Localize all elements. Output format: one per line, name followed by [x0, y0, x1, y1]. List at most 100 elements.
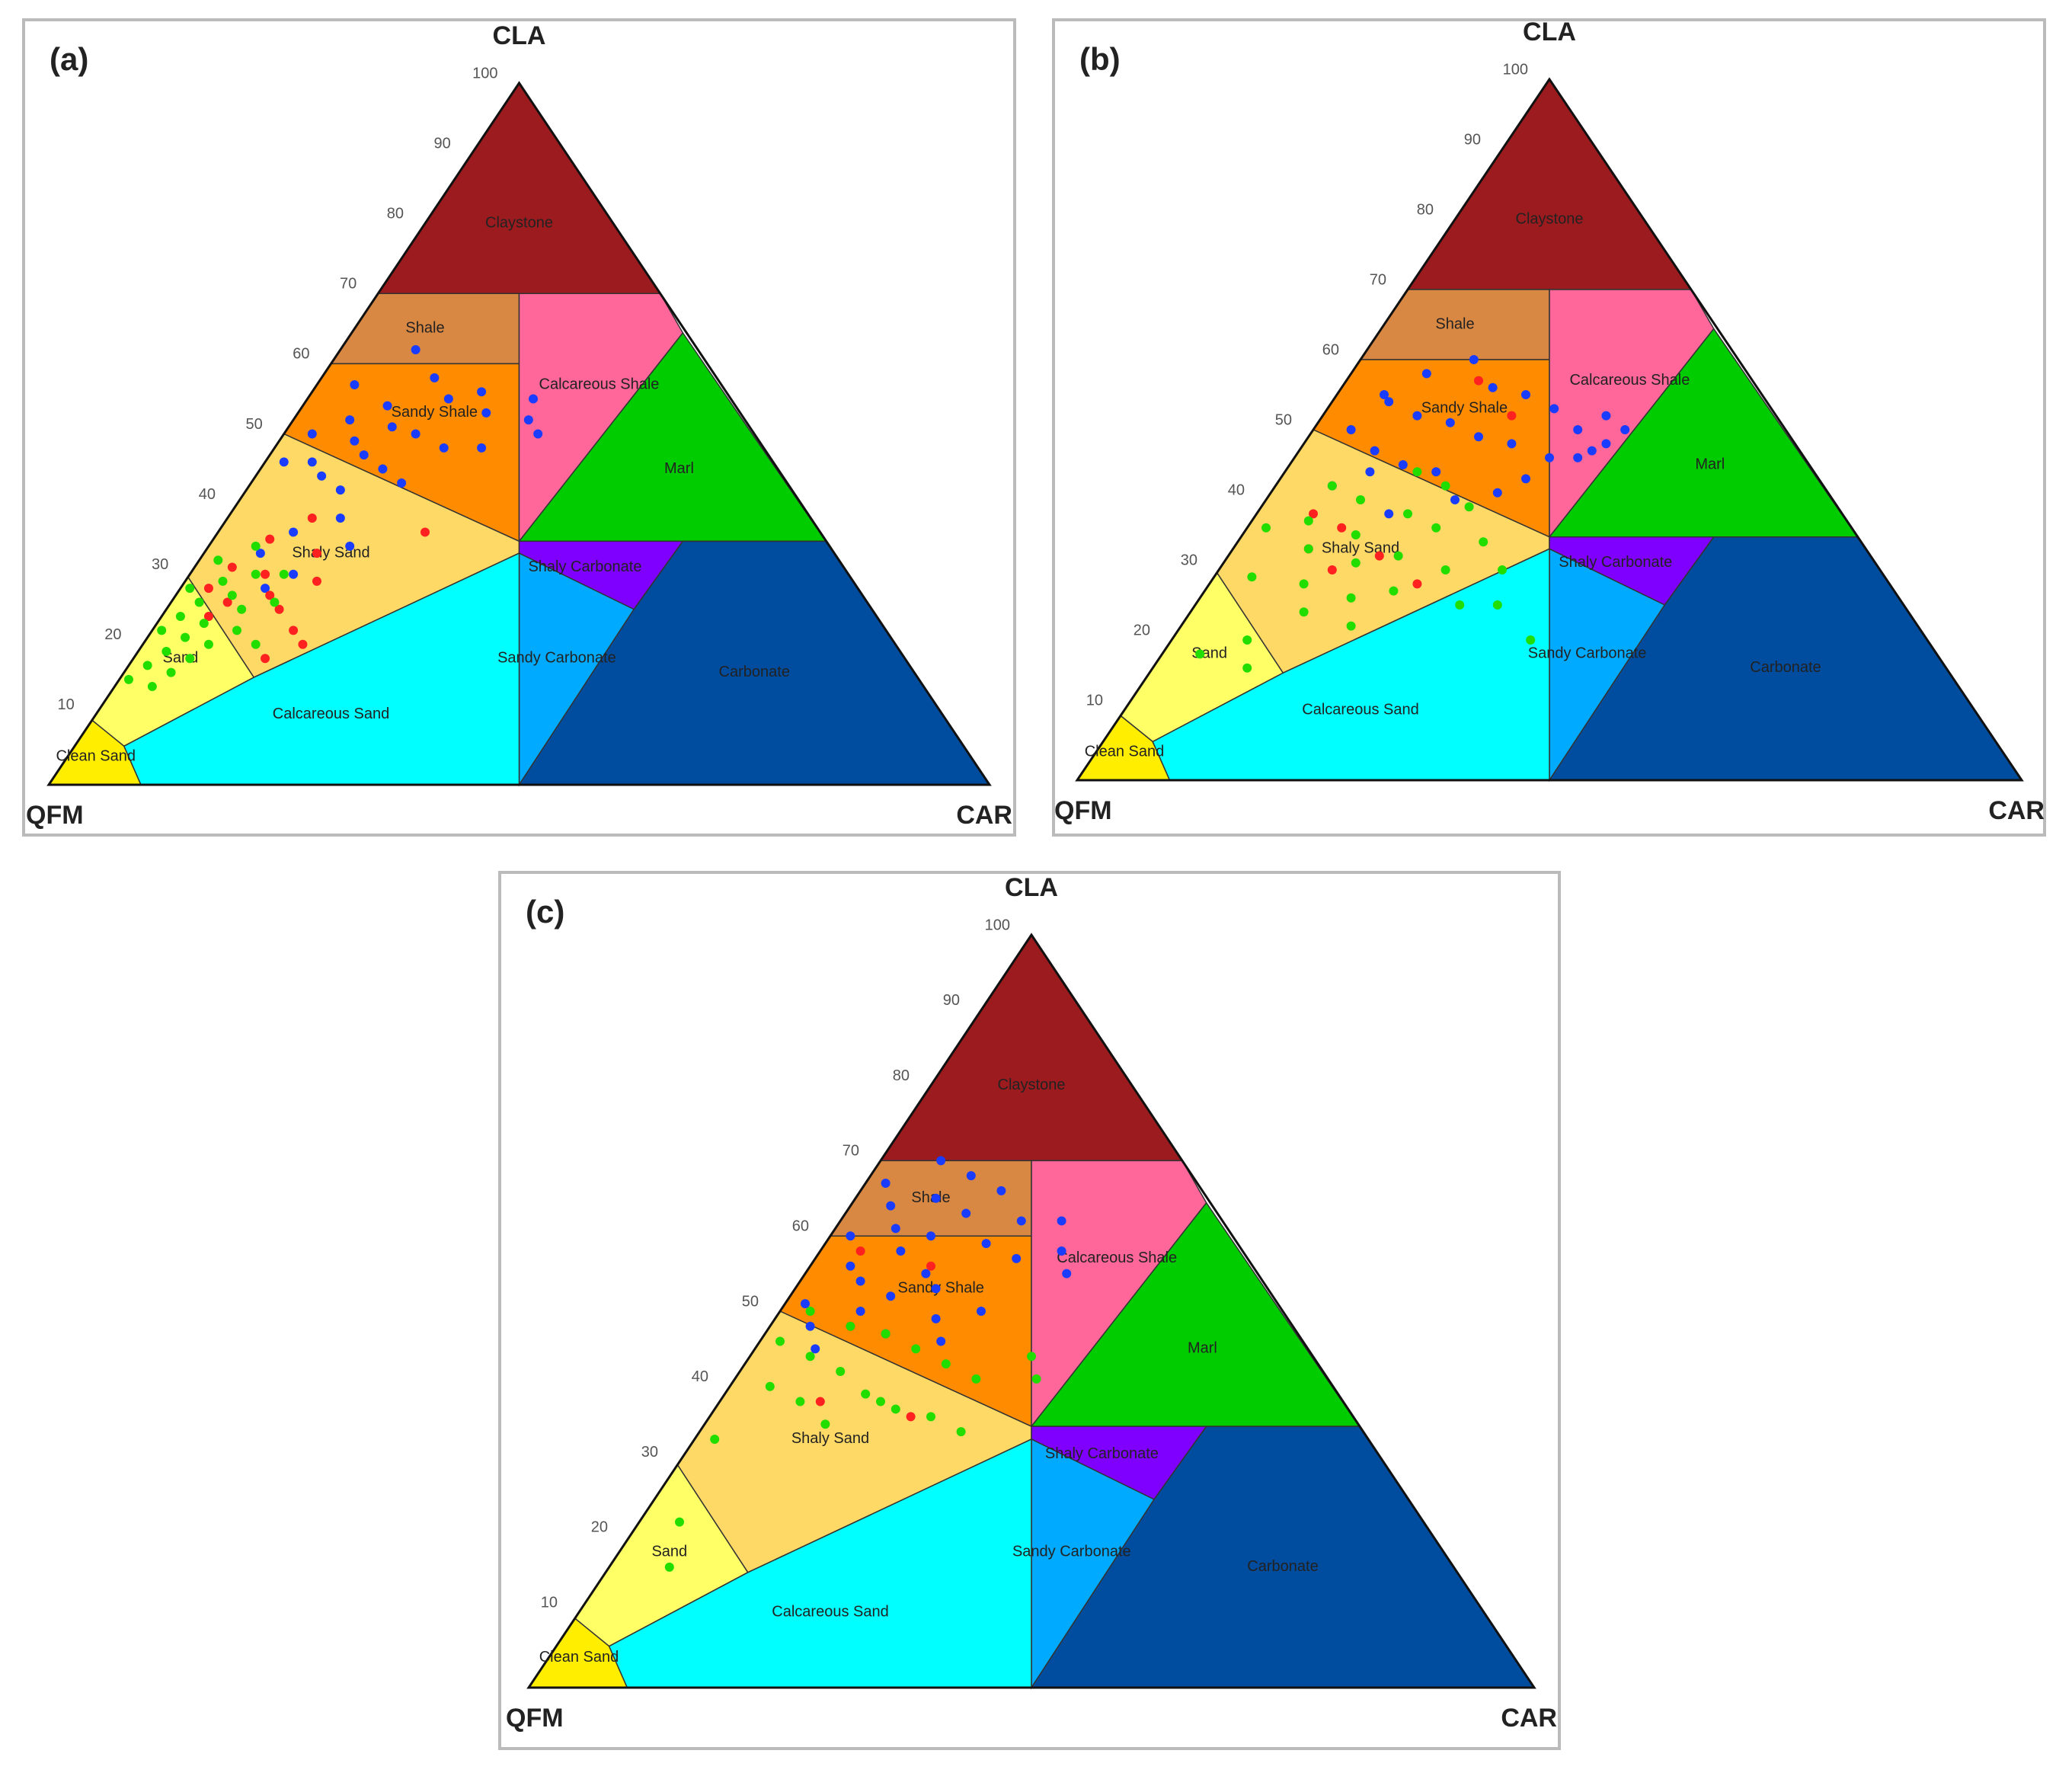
tick-label: 40 — [199, 486, 216, 503]
data-point — [185, 584, 195, 594]
data-point — [317, 471, 327, 481]
data-point — [265, 590, 275, 600]
data-point — [213, 555, 223, 565]
data-point — [359, 450, 369, 460]
data-point — [931, 1314, 941, 1323]
tick-label: 60 — [792, 1218, 809, 1234]
data-point — [855, 1246, 865, 1256]
data-point — [1242, 635, 1252, 645]
data-point — [175, 611, 185, 621]
data-point — [335, 485, 345, 495]
data-point — [961, 1208, 971, 1218]
data-point — [523, 415, 533, 425]
data-point — [350, 380, 360, 390]
region-label: Carbonate — [719, 664, 790, 680]
tick-label: 100 — [985, 917, 1010, 933]
tick-label: 50 — [246, 416, 263, 433]
data-point — [921, 1269, 931, 1278]
data-point — [345, 415, 355, 425]
region-label: Sandy Shale — [897, 1280, 983, 1297]
data-point — [664, 1562, 674, 1572]
data-point — [289, 527, 299, 537]
data-point — [1479, 537, 1488, 547]
data-point — [533, 429, 543, 439]
data-point — [203, 639, 213, 649]
data-point — [181, 632, 190, 642]
region-label: Shaly Carbonate — [1559, 554, 1672, 571]
tick-label: 70 — [1370, 271, 1386, 288]
data-point — [307, 457, 317, 467]
data-point — [1351, 530, 1361, 539]
data-point — [1440, 565, 1450, 574]
tick-label: 50 — [742, 1293, 759, 1310]
data-point — [345, 541, 355, 551]
data-point — [1412, 579, 1422, 589]
region-label: Calcareous Sand — [1302, 701, 1418, 718]
data-point — [237, 604, 247, 614]
data-point — [1012, 1253, 1022, 1263]
data-point — [795, 1397, 805, 1406]
data-point — [1431, 467, 1441, 477]
tick-label: 20 — [591, 1519, 608, 1536]
data-point — [307, 514, 317, 523]
tick-label: 20 — [1134, 622, 1150, 638]
panel-title: (b) — [1079, 41, 1121, 77]
data-point — [289, 626, 299, 635]
data-point — [1455, 600, 1465, 610]
triangle-outline — [526, 933, 1536, 1689]
data-point — [836, 1367, 846, 1377]
data-point — [1365, 467, 1375, 477]
region-label: Shaly Sand — [1322, 540, 1399, 557]
data-point — [1057, 1246, 1066, 1256]
apex-label: QFM — [1054, 796, 1112, 825]
apex-label: QFM — [26, 801, 84, 830]
region-label: Claystone — [998, 1077, 1066, 1093]
region-label: Carbonate — [1750, 659, 1821, 676]
data-point — [1440, 481, 1450, 491]
data-point — [312, 549, 321, 558]
data-point — [981, 1239, 991, 1249]
data-point — [820, 1419, 830, 1429]
data-point — [710, 1434, 720, 1444]
data-point — [265, 534, 275, 544]
apex-label: CAR — [1501, 1704, 1557, 1733]
region-label: Carbonate — [1247, 1558, 1318, 1575]
data-point — [477, 443, 487, 453]
data-point — [1450, 495, 1460, 504]
data-point — [251, 639, 261, 649]
data-point — [142, 661, 152, 670]
data-point — [1299, 607, 1309, 617]
data-point — [1587, 446, 1597, 456]
tick-label: 80 — [387, 205, 404, 222]
apex-label: QFM — [506, 1704, 564, 1733]
tick-label: 10 — [1086, 692, 1103, 709]
data-point — [805, 1307, 815, 1316]
data-point — [931, 1193, 941, 1203]
region-label: Claystone — [1516, 210, 1584, 227]
data-point — [1327, 565, 1337, 574]
data-point — [896, 1246, 906, 1256]
region-label: Clean Sand — [1085, 743, 1165, 760]
data-point — [1389, 586, 1399, 596]
data-point — [765, 1381, 775, 1391]
data-point — [227, 562, 237, 572]
data-point — [881, 1329, 891, 1339]
triangle-outline — [1075, 77, 2024, 782]
data-point — [1464, 502, 1474, 512]
tick-label: 90 — [943, 992, 960, 1009]
ternary-panel: Claystone Shale Sandy Shale Calcareous Shal… — [498, 871, 1561, 1750]
data-point — [443, 394, 453, 404]
data-point — [846, 1261, 855, 1271]
data-point — [1445, 418, 1455, 427]
data-point — [203, 611, 213, 621]
data-point — [1601, 439, 1611, 449]
data-point — [270, 597, 280, 607]
data-point — [1474, 432, 1483, 442]
region-label: Marl — [664, 460, 694, 477]
data-point — [1346, 593, 1356, 603]
data-point — [941, 1359, 951, 1369]
tick-label: 20 — [104, 626, 121, 643]
data-point — [1421, 369, 1431, 379]
region-label: Clean Sand — [539, 1649, 619, 1666]
data-point — [1431, 523, 1441, 533]
